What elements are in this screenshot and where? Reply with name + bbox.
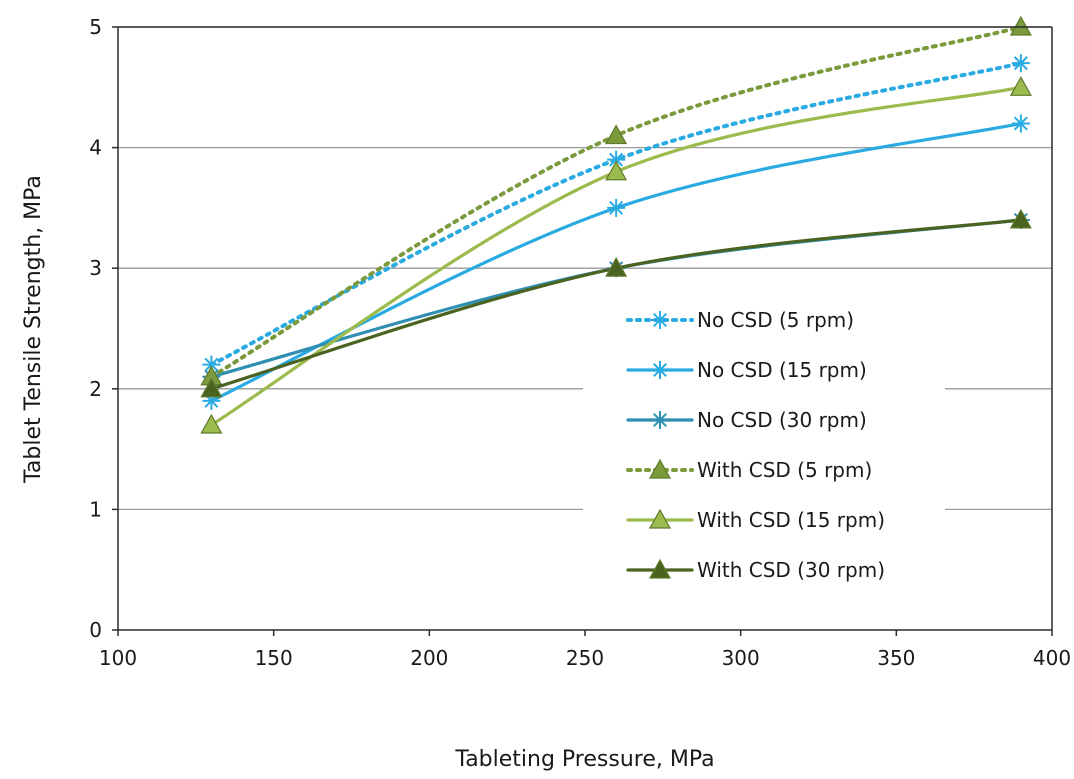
x-tick-label: 200	[410, 646, 448, 670]
y-tick-label: 1	[89, 497, 102, 521]
y-tick-label: 5	[89, 15, 102, 39]
legend-entry-1: No CSD (5 rpm)	[626, 308, 854, 332]
legend-label: With CSD (30 rpm)	[697, 558, 885, 582]
x-tick-label: 300	[722, 646, 760, 670]
data-point-s5-2	[605, 160, 628, 181]
y-axis-title: Tablet Tensile Strength, MPa	[21, 175, 46, 484]
legend-swatch-marker	[648, 458, 672, 479]
legend: No CSD (5 rpm) No CSD (15 rpm) No CSD (30 …	[583, 292, 945, 600]
legend-swatch-marker	[648, 558, 672, 579]
data-point-s6-3	[1009, 208, 1032, 229]
axes: 0 1 2 3 4 5 100 150 200 250 300 350 400	[89, 15, 1071, 670]
legend-entry-5: With CSD (15 rpm)	[626, 508, 885, 532]
x-tick-label: 250	[566, 646, 604, 670]
x-tick-label: 150	[255, 646, 293, 670]
legend-swatch-marker	[651, 311, 669, 329]
legend-swatch-marker	[648, 508, 672, 529]
legend-label: With CSD (15 rpm)	[697, 508, 885, 532]
y-tick-label: 3	[89, 256, 102, 280]
series-lines	[200, 15, 1032, 434]
x-tick-label: 350	[877, 646, 915, 670]
data-point-s5-1	[200, 413, 223, 434]
x-tick-label: 400	[1033, 646, 1071, 670]
y-tick-label: 4	[89, 136, 102, 160]
legend-swatch-marker	[651, 361, 669, 379]
legend-label: No CSD (15 rpm)	[697, 358, 867, 382]
y-tick-label: 0	[89, 618, 102, 642]
legend-swatch-marker	[651, 411, 669, 429]
data-point-s2-2	[607, 198, 626, 217]
legend-entry-6: With CSD (30 rpm)	[626, 558, 885, 582]
data-point-s4-2	[605, 124, 628, 145]
y-tick-label: 2	[89, 377, 102, 401]
data-point-s4-3	[1009, 15, 1032, 36]
legend-entry-3: No CSD (30 rpm)	[626, 408, 867, 432]
legend-entry-4: With CSD (5 rpm)	[626, 458, 872, 482]
legend-label: With CSD (5 rpm)	[697, 458, 872, 482]
legend-entry-2: No CSD (15 rpm)	[626, 358, 867, 382]
data-point-s5-3	[1009, 76, 1032, 96]
x-tick-label: 100	[99, 646, 137, 670]
x-axis-title: Tableting Pressure, MPa	[454, 747, 714, 772]
data-point-s1-3	[1011, 54, 1030, 73]
data-point-s6-2	[605, 256, 628, 277]
data-point-s2-3	[1011, 114, 1030, 133]
legend-box	[583, 292, 945, 600]
legend-label: No CSD (5 rpm)	[697, 308, 854, 332]
legend-label: No CSD (30 rpm)	[697, 408, 867, 432]
data-point-s6-1	[200, 377, 223, 398]
